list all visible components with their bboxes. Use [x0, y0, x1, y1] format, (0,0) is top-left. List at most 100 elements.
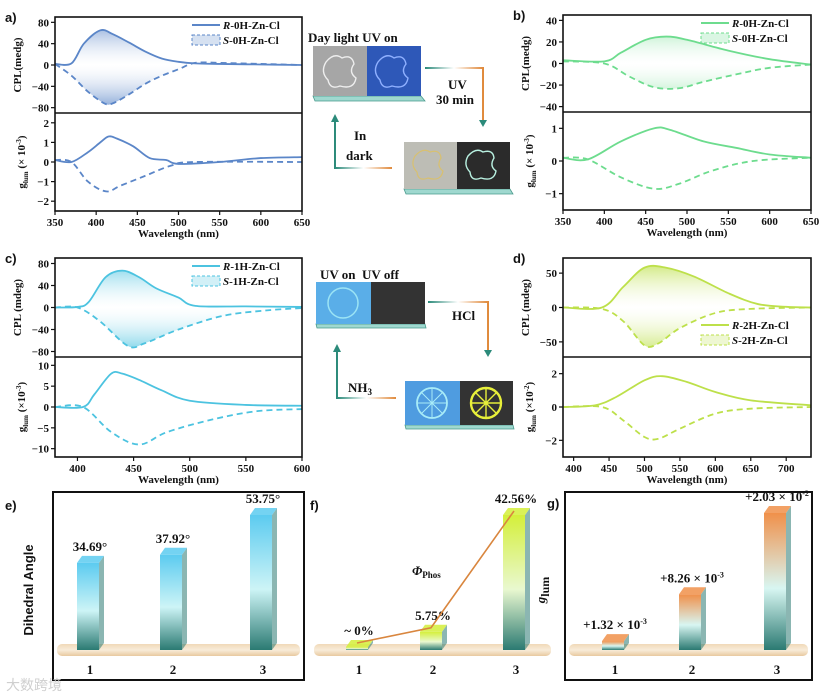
- bar-front: [602, 641, 624, 650]
- step-30min: 30 min: [436, 92, 475, 107]
- x-tick-label: 450: [637, 216, 654, 228]
- y-tick-label: 1: [552, 123, 558, 135]
- series-S-line: [54, 61, 303, 106]
- bar-front: [764, 513, 786, 650]
- legend-label: R-0H-Zn-Cl: [731, 18, 789, 30]
- glum-subplot: −2 0 2 glum (×10-2): [523, 369, 812, 447]
- legend-item: S-1H-Zn-Cl: [191, 275, 279, 288]
- data-label-mantissa: +8.26 × 10: [660, 570, 717, 585]
- cpl-subplot: −50 0 50 CPL (mdeg): [520, 264, 812, 349]
- bar-side: [525, 508, 530, 650]
- x-tick-label: 3: [774, 662, 781, 677]
- ylabel-close: ): [16, 381, 28, 385]
- bar-front: [346, 647, 368, 650]
- legend-rest: -2H-Zn-Cl: [738, 335, 788, 347]
- watermark: 大数跨境: [6, 678, 62, 694]
- bar-top: [602, 634, 629, 642]
- y-tick-label: 80: [38, 259, 50, 271]
- ylabel-unit: (× 10: [524, 143, 536, 170]
- legend-rest: -0H-Zn-Cl: [229, 35, 279, 47]
- series-R-line: [562, 375, 812, 408]
- schematic-acid-base: UV on UV off HCl NH3: [315, 267, 515, 430]
- x-tick-label: 1: [612, 662, 619, 677]
- data-label: 34.69°: [73, 539, 107, 554]
- bar-front: [420, 631, 442, 650]
- bar-side: [368, 640, 373, 650]
- arrow-head-icon: [331, 114, 339, 122]
- bar-top: [679, 587, 706, 595]
- y-tick-label: 0: [552, 402, 558, 414]
- bar: [346, 640, 373, 650]
- bar-front: [679, 594, 701, 650]
- y-axis-label: glum (× 10-3): [15, 135, 30, 188]
- arrow-head-icon: [479, 120, 487, 127]
- y-tick-label: −10: [32, 444, 50, 456]
- panel-label: d): [513, 251, 525, 266]
- sample-plate-daylight-uv: [312, 46, 426, 102]
- arrow-head-icon: [333, 344, 341, 352]
- bar: [160, 547, 187, 650]
- x-tick-label: 600: [707, 463, 724, 475]
- legend-rest: -2H-Zn-Cl: [739, 320, 789, 332]
- ylabel-sub: lum: [530, 170, 538, 182]
- arrow-in-dark: [334, 120, 392, 169]
- x-tick-label: 400: [69, 463, 86, 475]
- series-label-sub: Phos: [422, 570, 441, 580]
- bar-front: [250, 515, 272, 650]
- ylabel-close: ): [16, 135, 28, 139]
- series-R-line: [54, 135, 303, 165]
- panel-label: c): [5, 251, 17, 266]
- x-tick-label: 550: [211, 217, 228, 229]
- x-tick-label: 700: [778, 463, 795, 475]
- bar-top: [420, 624, 447, 632]
- series-S-line: [562, 156, 812, 190]
- bar-front: [160, 554, 182, 650]
- x-tick-label: 600: [294, 463, 311, 475]
- series-R-line: [562, 35, 812, 66]
- legend-rest: -0H-Zn-Cl: [230, 20, 280, 32]
- bar-side: [99, 555, 104, 650]
- x-tick-label: 350: [555, 216, 572, 228]
- legend-label: S-2H-Zn-Cl: [732, 335, 788, 347]
- y-axis-label: glum (×10-3): [15, 381, 30, 432]
- bar: [250, 508, 277, 650]
- y-axis-label: CPL(medg): [12, 37, 24, 92]
- schematic-middle-title: UV on UV off: [320, 267, 400, 282]
- legend-label: R-1H-Zn-Cl: [222, 261, 280, 273]
- legend-rest: -0H-Zn-Cl: [739, 18, 789, 30]
- bar-front: [503, 515, 525, 650]
- y-axis-label: CPL (mdeg): [520, 279, 532, 336]
- x-axis-label: Wavelength (nm): [138, 474, 219, 486]
- bar-top: [77, 555, 104, 563]
- ylabel-sub: lum: [530, 415, 538, 427]
- ylabel-unit: (× 10: [16, 144, 28, 171]
- arrow-nh3: [336, 350, 396, 399]
- schematic-top-title: Day light UV on: [308, 30, 398, 45]
- legend-italic: R: [731, 18, 739, 30]
- chart-panel-d: d) −50 0 50 CPL (mdeg) −2 0 2 glum (×10-2) 400 450…: [513, 251, 812, 486]
- y-tick-label: 0: [552, 59, 558, 71]
- legend-item: R-0H-Zn-Cl: [192, 20, 280, 32]
- panel-label: b): [513, 8, 525, 23]
- step-nh3: NH3: [348, 380, 373, 397]
- cpl-subplot: −80 −40 0 40 80 CPL (mdeg): [12, 259, 303, 359]
- bar-side: [624, 634, 629, 650]
- y-tick-label: 1: [44, 137, 50, 149]
- ylabel-base: g: [533, 596, 548, 604]
- legend-italic: S: [732, 335, 738, 347]
- data-label: 53.75°: [246, 491, 280, 506]
- bar-top: [250, 508, 277, 515]
- y-axis-label: glum: [533, 577, 552, 605]
- step-uv: UV: [448, 77, 467, 92]
- chart-panel-b: b) −40 −20 0 20 40 CPL(medg) −1 0 1 glum (× 10-3) 3…: [513, 8, 820, 239]
- x-tick-label: 400: [596, 216, 613, 228]
- ylabel-unit: (×10: [16, 391, 28, 415]
- y-tick-label: 50: [546, 268, 558, 280]
- bar: [764, 506, 791, 650]
- data-label-mantissa: +1.32 × 10: [583, 617, 640, 632]
- data-label: +1.32 × 10-3: [583, 617, 647, 632]
- ylabel-exp: -3: [15, 385, 23, 391]
- step-hcl: HCl: [452, 308, 476, 323]
- legend-item: R-1H-Zn-Cl: [192, 261, 280, 273]
